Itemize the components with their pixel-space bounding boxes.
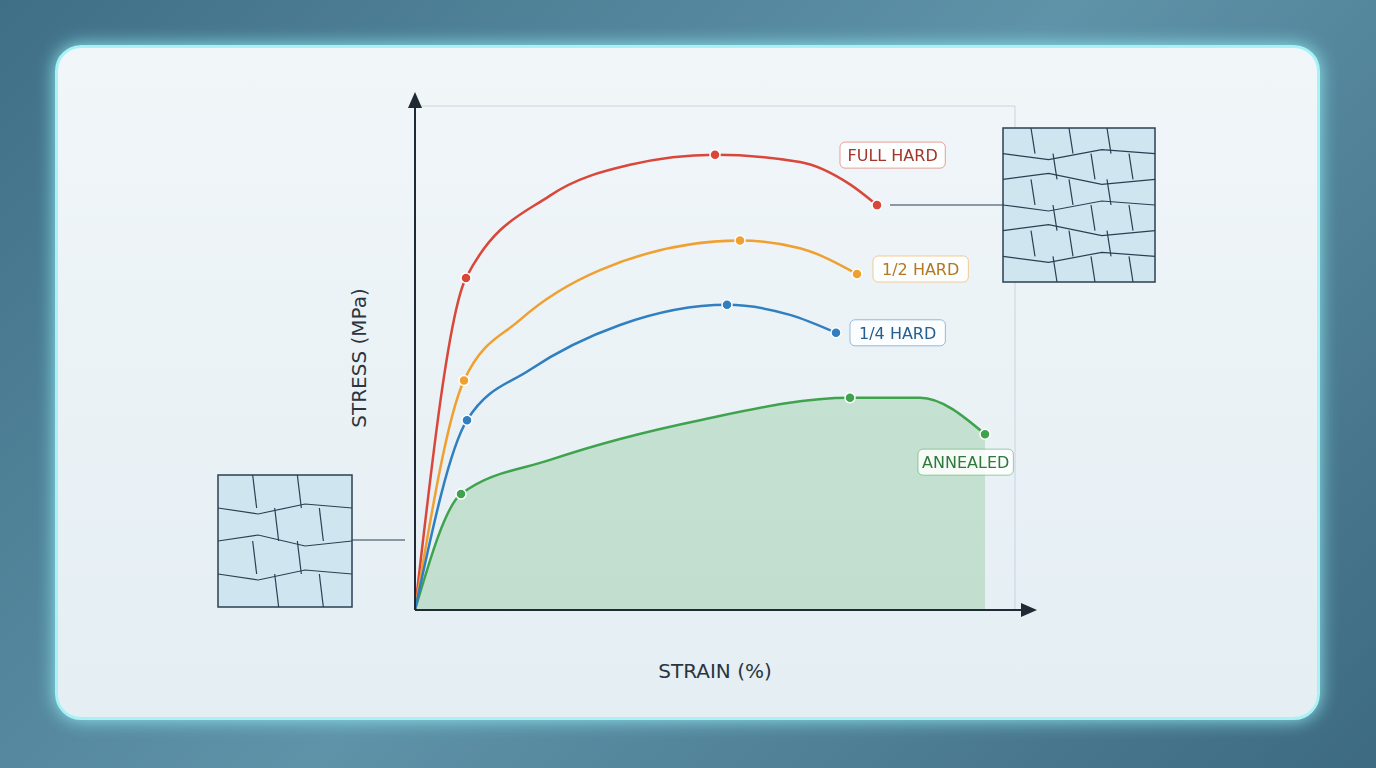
svg-text:STRAIN (%): STRAIN (%) [658,659,772,683]
svg-text:FULL HARD: FULL HARD [848,146,938,165]
svg-text:STRESS (MPa): STRESS (MPa) [347,288,371,427]
svg-text:1/2 HARD: 1/2 HARD [882,260,959,279]
svg-text:ANNEALED: ANNEALED [922,453,1009,472]
svg-text:1/4 HARD: 1/4 HARD [859,324,936,343]
